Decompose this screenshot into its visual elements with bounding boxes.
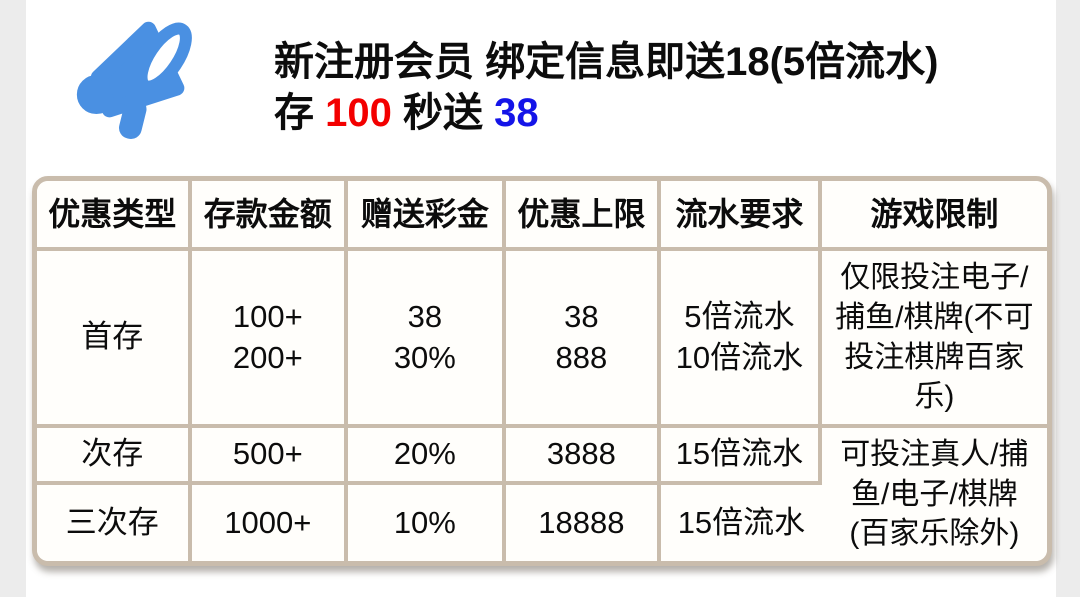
cell-game-restriction: 仅限投注电子/捕鱼/棋牌(不可投注棋牌百家乐) <box>821 251 1047 428</box>
deposit-line1: 100+ <box>232 298 303 334</box>
header-deposit-amount: 存款金额 <box>191 181 349 251</box>
cell-wagering: 15倍流水 <box>661 485 822 561</box>
cell-offer-cap: 38 888 <box>505 251 662 428</box>
cell-deposit-amount: 500+ <box>191 428 349 485</box>
promo-table-wrap: 优惠类型 存款金额 赠送彩金 优惠上限 流水要求 游戏限制 首存 100+ 20… <box>32 176 1052 566</box>
table-row-second-deposit: 次存 500+ 20% 3888 15倍流水 可投注真人/捕鱼/电子/棋牌(百家… <box>37 428 1047 561</box>
cell-offer-type: 三次存 <box>37 485 192 561</box>
wager-line2: 10倍流水 <box>675 339 804 375</box>
cell-game-restriction-merged: 可投注真人/捕鱼/电子/棋牌(百家乐除外) <box>821 428 1047 561</box>
content-panel: 新注册会员 绑定信息即送18(5倍流水) 存 100 秒送 38 优惠类型 存款… <box>26 0 1056 597</box>
megaphone-icon <box>66 12 218 164</box>
cell-bonus: 38 30% <box>348 251 506 428</box>
cell-offer-cap: 3888 <box>505 428 662 485</box>
cap-line1: 38 <box>564 298 599 334</box>
bonus-line1: 38 <box>407 298 443 334</box>
table-header-row: 优惠类型 存款金额 赠送彩金 优惠上限 流水要求 游戏限制 <box>37 181 1047 251</box>
header-offer-cap: 优惠上限 <box>505 181 662 251</box>
promo-title-line2: 存 100 秒送 38 <box>274 88 939 139</box>
cell-offer-cap: 18888 <box>505 485 662 561</box>
header-offer-type: 优惠类型 <box>37 181 192 251</box>
wager-line1: 5倍流水 <box>684 298 795 334</box>
deposit-line2: 200+ <box>232 339 303 375</box>
cell-offer-type: 次存 <box>37 428 192 485</box>
cap-line2: 888 <box>555 339 608 375</box>
header-wagering: 流水要求 <box>661 181 822 251</box>
header-bonus: 赠送彩金 <box>348 181 506 251</box>
table-row-third-deposit: 三次存 1000+ 10% 18888 15倍流水 <box>37 485 1047 561</box>
cell-bonus: 10% <box>348 485 506 561</box>
cell-bonus: 20% <box>348 428 506 485</box>
cell-deposit-amount: 1000+ <box>191 485 349 561</box>
table-row-first-deposit: 首存 100+ 200+ 38 30% 38 888 5倍流水 10倍流水 仅限 <box>37 251 1047 428</box>
promo-title-line1: 新注册会员 绑定信息即送18(5倍流水) <box>274 39 939 84</box>
promo-banner: 新注册会员 绑定信息即送18(5倍流水) 存 100 秒送 38 <box>26 0 1056 176</box>
line2-prefix: 存 <box>274 91 326 135</box>
promo-titles: 新注册会员 绑定信息即送18(5倍流水) 存 100 秒送 38 <box>274 37 939 139</box>
promo-table: 优惠类型 存款金额 赠送彩金 优惠上限 流水要求 游戏限制 首存 100+ 20… <box>32 176 1052 566</box>
line2-deposit-amount: 100 <box>325 91 392 135</box>
bonus-line2: 30% <box>393 339 456 375</box>
line2-middle: 秒送 <box>391 91 495 135</box>
line2-bonus-amount: 38 <box>494 91 539 135</box>
cell-wagering: 15倍流水 <box>661 428 822 485</box>
cell-deposit-amount: 100+ 200+ <box>191 251 349 428</box>
header-game-restriction: 游戏限制 <box>821 181 1047 251</box>
cell-offer-type: 首存 <box>37 251 192 428</box>
cell-wagering: 5倍流水 10倍流水 <box>661 251 822 428</box>
